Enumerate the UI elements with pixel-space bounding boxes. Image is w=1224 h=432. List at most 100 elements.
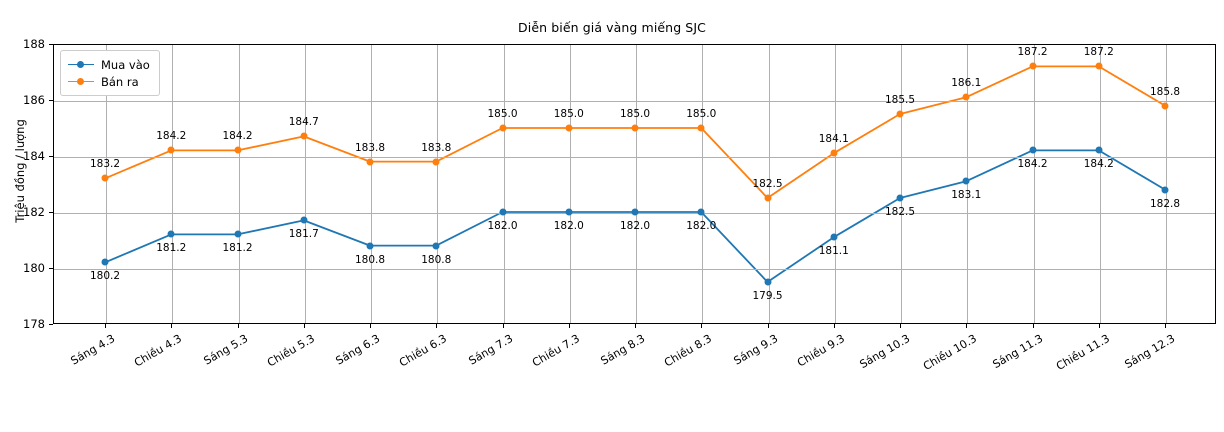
x-tick-label: Chiều 8.3 — [662, 332, 715, 370]
x-tick-mark — [105, 324, 106, 328]
y-tick-label: 188 — [23, 37, 45, 51]
data-point-label-sell: 184.2 — [222, 130, 253, 143]
data-point-buy[interactable] — [631, 208, 639, 216]
gridline-vertical — [106, 45, 107, 323]
data-point-buy[interactable] — [1029, 146, 1036, 154]
data-point-sell[interactable] — [896, 110, 904, 118]
x-tick-mark — [1098, 324, 1100, 328]
x-tick-mark — [900, 324, 901, 328]
data-point-buy[interactable] — [1161, 186, 1169, 194]
data-point-label-buy: 180.8 — [421, 253, 452, 266]
data-point-buy[interactable] — [962, 177, 970, 185]
x-tick-mark — [1165, 324, 1166, 328]
data-point-sell[interactable] — [167, 146, 175, 154]
data-point-label-sell: 187.2 — [1017, 46, 1048, 59]
x-tick-label: Sáng 7.3 — [466, 332, 515, 368]
x-tick-label: Sáng 9.3 — [731, 332, 780, 368]
x-tick-mark — [370, 324, 371, 328]
x-tick-label: Chiều 6.3 — [397, 332, 450, 370]
data-point-label-buy: 182.0 — [553, 220, 584, 232]
data-point-label-sell: 183.2 — [89, 158, 121, 171]
gridline-vertical — [1033, 45, 1035, 323]
data-point-label-buy: 181.1 — [818, 245, 849, 258]
x-tick-label: Chiều 9.3 — [794, 332, 847, 370]
data-point-label-sell: 185.0 — [487, 108, 518, 120]
legend-label-buy: Mua vào — [101, 57, 150, 72]
data-point-sell[interactable] — [300, 132, 308, 140]
data-point-label-sell: 185.8 — [1149, 85, 1181, 98]
data-point-sell[interactable] — [234, 146, 241, 154]
data-point-label-buy: 182.0 — [686, 220, 717, 232]
x-tick-mark — [171, 324, 173, 328]
data-point-buy[interactable] — [830, 233, 838, 241]
gridline-horizontal — [54, 157, 1215, 158]
y-tick-mark — [49, 268, 53, 269]
data-point-sell[interactable] — [432, 158, 440, 166]
data-point-buy[interactable] — [366, 242, 374, 250]
data-point-buy[interactable] — [697, 208, 705, 216]
data-point-label-buy: 181.7 — [288, 228, 319, 241]
data-point-buy[interactable] — [432, 242, 440, 250]
data-point-buy[interactable] — [101, 258, 109, 266]
gridline-vertical — [901, 45, 902, 323]
data-point-label-sell: 186.1 — [951, 77, 982, 90]
data-point-sell[interactable] — [1095, 62, 1103, 70]
data-point-sell[interactable] — [962, 93, 970, 101]
y-tick-label: 180 — [23, 261, 45, 275]
data-point-buy[interactable] — [234, 230, 241, 238]
data-point-label-buy: 182.5 — [884, 206, 916, 218]
data-point-sell[interactable] — [830, 149, 838, 157]
legend-label-sell: Bán ra — [101, 74, 139, 89]
plot-area — [53, 44, 1216, 324]
data-point-sell[interactable] — [697, 124, 705, 132]
x-tick-label: Chiều 11.3 — [1053, 332, 1112, 373]
chart-legend: Mua vào Bán ra — [60, 50, 160, 96]
data-point-buy[interactable] — [896, 194, 904, 202]
y-tick-mark — [49, 156, 53, 157]
data-point-label-sell: 183.8 — [421, 141, 452, 154]
data-point-buy[interactable] — [300, 216, 308, 224]
gridline-vertical — [834, 45, 836, 323]
x-tick-label: Chiều 5.3 — [264, 332, 317, 370]
data-point-label-buy: 184.2 — [1017, 158, 1048, 171]
x-tick-mark — [502, 324, 504, 328]
data-point-buy[interactable] — [764, 278, 771, 286]
data-point-sell[interactable] — [101, 174, 109, 182]
y-tick-mark — [49, 324, 53, 325]
x-tick-label: Sáng 10.3 — [857, 332, 913, 372]
data-point-sell[interactable] — [631, 124, 639, 132]
x-tick-label: Sáng 6.3 — [333, 332, 383, 368]
data-point-sell[interactable] — [366, 158, 374, 166]
data-point-label-sell: 184.1 — [818, 133, 849, 146]
y-tick-label: 184 — [23, 149, 45, 163]
data-point-sell[interactable] — [1029, 62, 1036, 70]
gridline-horizontal — [54, 269, 1215, 270]
data-point-label-sell: 185.0 — [686, 108, 717, 120]
gridline-vertical — [768, 45, 770, 323]
data-point-buy[interactable] — [167, 230, 175, 238]
gridline-horizontal — [54, 101, 1215, 102]
gridline-vertical — [172, 45, 174, 323]
x-tick-mark — [303, 324, 305, 328]
x-tick-mark — [1032, 324, 1034, 328]
data-point-sell[interactable] — [1161, 102, 1169, 110]
y-tick-mark — [49, 100, 53, 101]
data-point-sell[interactable] — [499, 124, 506, 132]
gridline-vertical — [371, 45, 372, 323]
data-point-sell[interactable] — [565, 124, 573, 132]
data-point-label-buy: 182.8 — [1149, 197, 1181, 210]
legend-item-buy[interactable]: Mua vào — [68, 56, 150, 73]
y-tick-mark — [49, 212, 53, 213]
data-point-buy[interactable] — [565, 208, 573, 216]
data-point-label-buy: 180.8 — [354, 253, 386, 266]
x-tick-mark — [237, 324, 239, 328]
data-point-label-sell: 185.0 — [619, 108, 651, 120]
data-point-buy[interactable] — [499, 208, 506, 216]
legend-item-sell[interactable]: Bán ra — [68, 73, 150, 90]
data-point-buy[interactable] — [1095, 146, 1103, 154]
y-tick-mark — [49, 44, 53, 45]
data-point-sell[interactable] — [764, 194, 771, 202]
x-tick-label: Chiều 10.3 — [921, 332, 980, 373]
gridline-vertical — [1166, 45, 1167, 323]
